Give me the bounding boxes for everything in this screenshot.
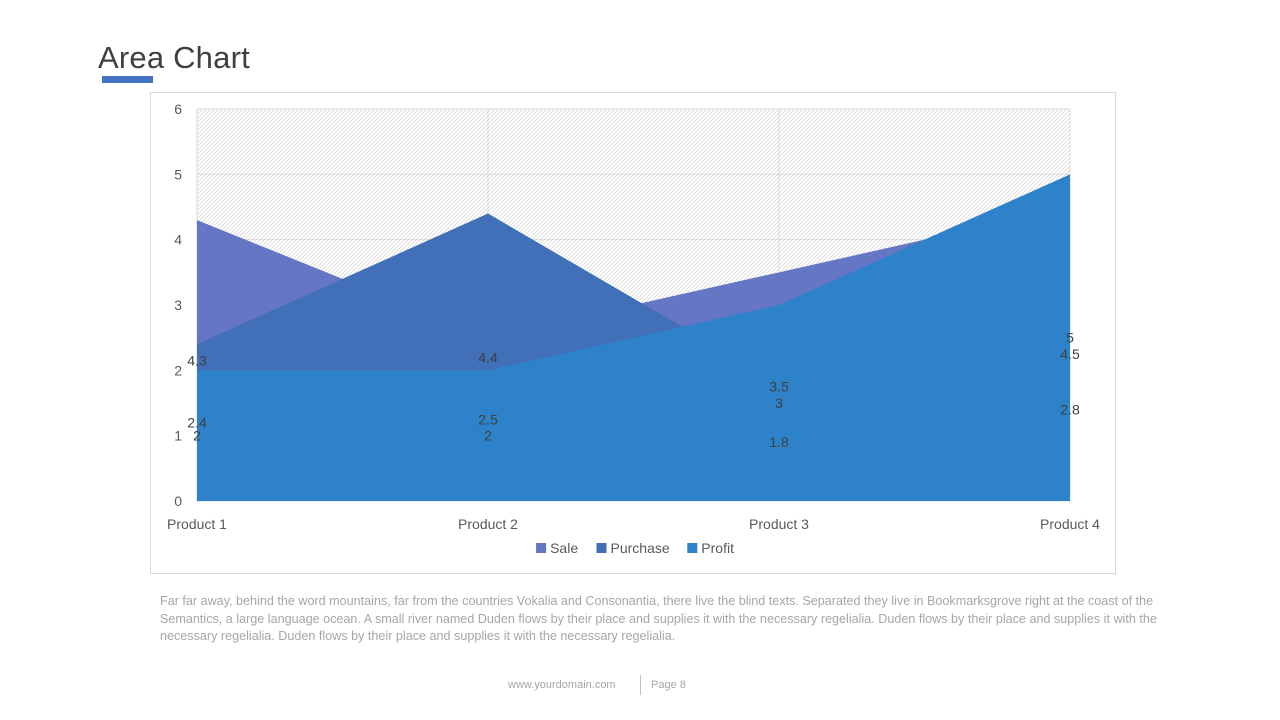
y-tick-label: 0	[174, 493, 182, 509]
page-number: Page 8	[651, 679, 686, 691]
legend-label: Sale	[550, 540, 578, 556]
x-tick-label: Product 4	[1040, 516, 1100, 532]
legend-label: Profit	[701, 540, 734, 556]
y-tick-label: 4	[174, 232, 182, 248]
area-series	[197, 174, 1070, 501]
data-label: 2.4	[187, 415, 207, 431]
y-tick-label: 2	[174, 362, 182, 378]
legend-swatch-sale	[536, 543, 547, 553]
data-label: 4.3	[187, 353, 207, 369]
y-axis-ticks: 0 1 2 3 4 5 6	[174, 101, 182, 509]
data-label: 4.4	[478, 349, 498, 365]
footer-divider	[640, 675, 641, 695]
data-label: 1.8	[769, 434, 789, 450]
y-tick-label: 1	[174, 428, 182, 444]
data-label: 4.5	[1060, 346, 1080, 362]
y-tick-label: 6	[174, 101, 182, 117]
page-title: Area Chart	[98, 40, 250, 75]
x-tick-label: Product 3	[749, 516, 809, 532]
legend-swatch-profit	[687, 543, 698, 553]
data-label: 2	[193, 428, 201, 444]
legend-swatch-purchase	[596, 543, 607, 553]
area-profit	[197, 174, 1070, 501]
data-labels: 4.3 2.5 3.5 4.5 2.4 4.4 1.8 2.8 2 2 3 5	[187, 330, 1080, 451]
x-tick-label: Product 1	[167, 516, 227, 532]
data-label: 2.5	[478, 411, 498, 427]
data-label: 3	[775, 395, 783, 411]
description-text: Far far away, behind the word mountains,…	[160, 594, 1157, 643]
y-tick-label: 3	[174, 297, 182, 313]
footer-url[interactable]: www.yourdomain.com	[508, 679, 616, 691]
legend-label: Purchase	[611, 540, 670, 556]
data-label: 2.8	[1060, 402, 1080, 418]
data-label: 2	[484, 428, 492, 444]
data-label: 5	[1066, 330, 1074, 346]
y-tick-label: 5	[174, 166, 182, 182]
title-underline	[102, 76, 153, 83]
x-axis-ticks: Product 1 Product 2 Product 3 Product 4	[167, 516, 1100, 532]
legend: Sale Purchase Profit	[536, 540, 734, 556]
x-tick-label: Product 2	[458, 516, 518, 532]
data-label: 3.5	[769, 379, 789, 395]
